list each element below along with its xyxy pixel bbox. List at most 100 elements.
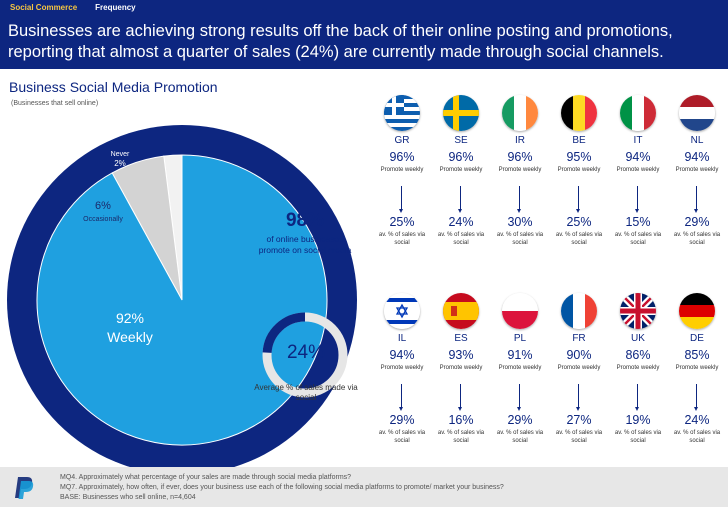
- sales-via-social-label: av. % of sales via social: [555, 430, 603, 444]
- country-ir: IR 96% Promote weekly 30% av. % of sales via…: [493, 95, 547, 255]
- flag-nl-icon: [679, 95, 715, 131]
- down-arrow-icon: [399, 384, 403, 411]
- pie-outer-ring: [7, 125, 357, 470]
- promote-weekly-value: 96%: [448, 150, 474, 164]
- promote-weekly-value: 96%: [507, 150, 533, 164]
- down-arrow-icon: [635, 186, 639, 213]
- country-code: FR: [572, 333, 586, 344]
- country-nl: NL 94% Promote weekly 29% av. % of sales via…: [670, 95, 724, 255]
- sales-via-social-label: av. % of sales via social: [496, 232, 544, 246]
- flag-uk-icon: [620, 293, 656, 329]
- promote-weekly-label: Promote weekly: [557, 365, 601, 371]
- flag-pl-icon: [502, 293, 538, 329]
- tab-bar: Social Commerce Frequency: [10, 3, 136, 17]
- country-code: IR: [515, 135, 525, 146]
- sales-via-social-label: av. % of sales via social: [378, 232, 426, 246]
- country-code: GR: [394, 135, 410, 146]
- promote-weekly-label: Promote weekly: [439, 365, 483, 371]
- flag-be-icon: [561, 95, 597, 131]
- donut-value-label: 24%: [286, 342, 326, 363]
- sales-via-social-value: 29%: [684, 215, 710, 229]
- down-arrow-icon: [576, 186, 580, 213]
- promote-weekly-label: Promote weekly: [616, 365, 660, 371]
- pie-label-never-value: 2%: [114, 159, 126, 168]
- country-uk: UK 86% Promote weekly 19% av. % of sales via…: [611, 293, 665, 453]
- promote-weekly-value: 95%: [566, 150, 592, 164]
- sales-via-social-label: av. % of sales via social: [437, 232, 485, 246]
- down-arrow-icon: [517, 186, 521, 213]
- headline: Businesses are achieving strong results …: [8, 22, 673, 61]
- country-il: IL 94% Promote weekly 29% av. % of sales via…: [375, 293, 429, 453]
- tab-social-commerce[interactable]: Social Commerce: [10, 3, 78, 12]
- down-arrow-icon: [576, 384, 580, 411]
- country-de: DE 85% Promote weekly 24% av. % of sales via…: [670, 293, 724, 453]
- sales-via-social-value: 15%: [625, 215, 651, 229]
- footer-notes: MQ4. Approximately what percentage of yo…: [60, 473, 504, 503]
- tab-frequency[interactable]: Frequency: [95, 3, 136, 12]
- promote-weekly-value: 93%: [448, 348, 474, 362]
- section-title: Business Social Media Promotion: [9, 79, 218, 95]
- section-subtitle: (Businesses that sell online): [11, 100, 99, 107]
- down-arrow-icon: [458, 186, 462, 213]
- down-arrow-icon: [694, 186, 698, 213]
- pie-label-occasionally-name: Occasionally: [83, 216, 123, 223]
- promote-weekly-value: 90%: [566, 348, 592, 362]
- pie-slice-occasionally: [111, 155, 183, 301]
- country-se: SE 96% Promote weekly 24% av. % of sales via…: [434, 95, 488, 255]
- down-arrow-icon: [694, 384, 698, 411]
- sales-via-social-label: av. % of sales via social: [614, 430, 662, 444]
- donut-caption: Average % of sales made via social: [254, 383, 358, 402]
- sales-via-social-label: av. % of sales via social: [673, 430, 721, 444]
- sales-via-social-value: 30%: [507, 215, 533, 229]
- sales-via-social-value: 25%: [566, 215, 592, 229]
- promote-weekly-value: 96%: [389, 150, 415, 164]
- country-fr: FR 90% Promote weekly 27% av. % of sales via…: [552, 293, 606, 453]
- promote-weekly-value: 94%: [625, 150, 651, 164]
- country-code: IL: [397, 333, 407, 344]
- pie-slice-never: [163, 154, 183, 301]
- sales-via-social-label: av. % of sales via social: [496, 430, 544, 444]
- flag-de-icon: [679, 293, 715, 329]
- flag-fr-icon: [561, 293, 597, 329]
- sales-via-social-value: 29%: [389, 413, 415, 427]
- sales-via-social-value: 27%: [566, 413, 592, 427]
- sales-via-social-label: av. % of sales via social: [437, 430, 485, 444]
- promote-weekly-label: Promote weekly: [675, 167, 719, 173]
- sales-via-social-value: 19%: [625, 413, 651, 427]
- sales-via-social-label: av. % of sales via social: [614, 232, 662, 246]
- sales-via-social-value: 29%: [507, 413, 533, 427]
- promote-weekly-value: 91%: [507, 348, 533, 362]
- promote-weekly-label: Promote weekly: [616, 167, 660, 173]
- country-it: IT 94% Promote weekly 15% av. % of sales via…: [611, 95, 665, 255]
- promote-weekly-label: Promote weekly: [498, 365, 542, 371]
- country-pl: PL 91% Promote weekly 29% av. % of sales via…: [493, 293, 547, 453]
- promote-weekly-label: Promote weekly: [498, 167, 542, 173]
- summary-value: 98%: [285, 210, 325, 231]
- pie-label-weekly-name: Weekly: [107, 329, 153, 345]
- promote-weekly-value: 94%: [389, 348, 415, 362]
- country-es: ES 93% Promote weekly 16% av. % of sales via…: [434, 293, 488, 453]
- promote-weekly-label: Promote weekly: [675, 365, 719, 371]
- down-arrow-icon: [458, 384, 462, 411]
- country-code: BE: [572, 135, 586, 146]
- footer-note-base: BASE: Businesses who sell online, n=4,60…: [60, 494, 196, 501]
- sales-via-social-value: 24%: [684, 413, 710, 427]
- pie-label-occasionally-value: 6%: [95, 200, 111, 212]
- flag-es-icon: [443, 293, 479, 329]
- promote-weekly-label: Promote weekly: [380, 365, 424, 371]
- pie-label-weekly-value: 92%: [116, 310, 144, 326]
- footer-note-mq4: MQ4. Approximately what percentage of yo…: [60, 474, 352, 481]
- pie-label-never-name: Never: [111, 151, 130, 158]
- promote-weekly-label: Promote weekly: [439, 167, 483, 173]
- down-arrow-icon: [399, 186, 403, 213]
- country-code: ES: [454, 333, 468, 344]
- promote-weekly-value: 94%: [684, 150, 710, 164]
- down-arrow-icon: [517, 384, 521, 411]
- country-code: SE: [454, 135, 468, 146]
- footer: MQ4. Approximately what percentage of yo…: [0, 467, 728, 507]
- summary-caption: of online businesses promote on social m…: [258, 234, 352, 255]
- sales-via-social-value: 25%: [389, 215, 415, 229]
- flag-it-icon: [620, 95, 656, 131]
- sales-via-social-label: av. % of sales via social: [555, 232, 603, 246]
- flag-se-icon: [443, 95, 479, 131]
